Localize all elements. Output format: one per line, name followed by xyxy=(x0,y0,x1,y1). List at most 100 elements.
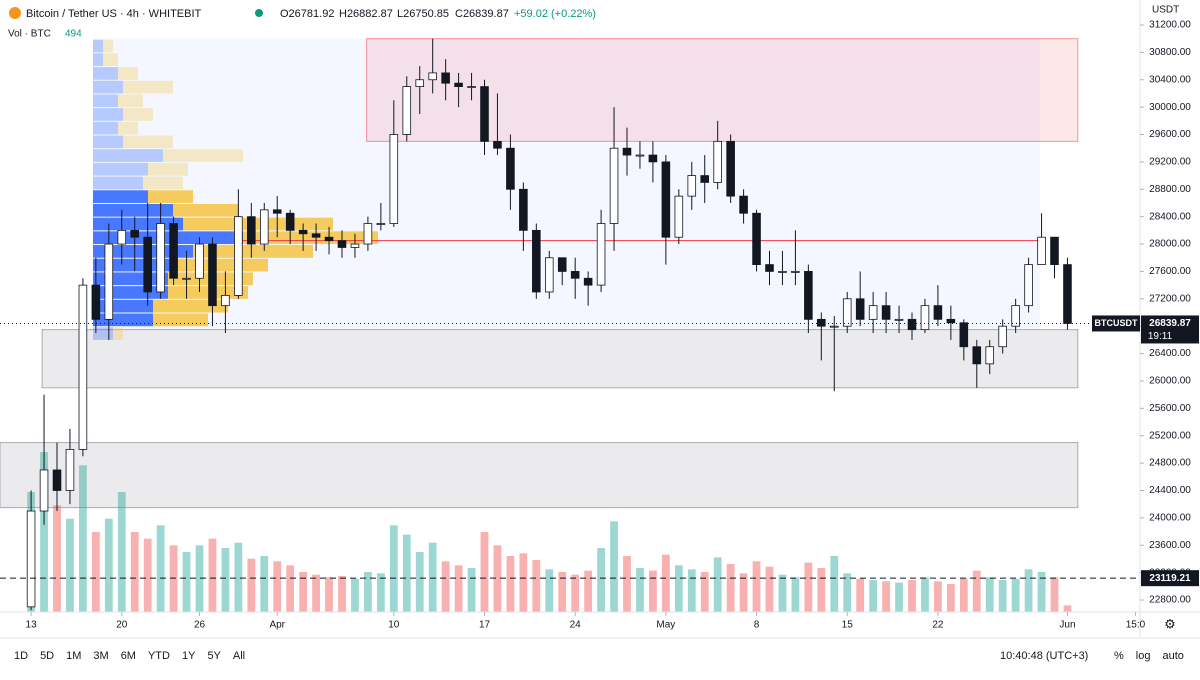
candle-body xyxy=(208,243,217,307)
candle-body xyxy=(920,305,930,331)
candle-body xyxy=(182,277,191,280)
volume-bar xyxy=(739,573,748,612)
candle-body xyxy=(791,271,800,273)
plot-area xyxy=(0,38,1140,612)
profile-sell xyxy=(118,67,138,80)
candle-body xyxy=(635,154,645,157)
x-tick-label: 10 xyxy=(388,620,400,631)
zone xyxy=(0,442,1079,509)
candle-body xyxy=(480,86,489,142)
currency[interactable]: USDT xyxy=(1152,5,1179,16)
volume-bar xyxy=(91,532,100,612)
candle-body xyxy=(285,212,295,231)
range-button[interactable]: All xyxy=(233,650,245,662)
candle-body xyxy=(26,510,36,608)
volume-bar xyxy=(545,569,554,612)
zone xyxy=(366,38,1079,142)
range-button[interactable]: 5D xyxy=(40,650,54,662)
profile-sell xyxy=(153,299,228,313)
candle-body xyxy=(506,147,515,190)
candle-body xyxy=(829,325,839,328)
candle-body xyxy=(700,175,710,183)
volume-bar xyxy=(895,582,903,612)
volume-bar xyxy=(415,552,424,612)
candle-body xyxy=(609,147,619,224)
volume-bar xyxy=(467,568,476,612)
scale-option[interactable]: % xyxy=(1114,650,1124,662)
volume-bar xyxy=(376,573,385,612)
profile-buy xyxy=(93,162,148,176)
candle-body xyxy=(156,223,165,293)
volume-bar xyxy=(856,578,865,612)
profile-buy xyxy=(93,299,153,313)
volume-bar xyxy=(674,565,683,612)
volume-bar xyxy=(156,525,165,612)
settings-icon[interactable]: ⚙ xyxy=(1164,616,1176,631)
volume-bar xyxy=(830,556,839,612)
y-tick-label: 28400.00 xyxy=(1149,211,1191,222)
candle-body xyxy=(557,257,567,272)
profile-buy xyxy=(93,203,173,217)
profile-sell xyxy=(193,245,313,258)
candle-body xyxy=(272,209,282,214)
profile-sell xyxy=(123,80,173,94)
profile-sell xyxy=(178,258,268,272)
volume-bar xyxy=(117,492,126,612)
candle-body xyxy=(467,86,476,88)
range-button[interactable]: 5Y xyxy=(207,650,221,662)
candle-body xyxy=(415,79,425,87)
profile-sell xyxy=(148,190,193,203)
range-button[interactable]: 1D xyxy=(14,650,28,662)
symbol-label: BTCUSDT xyxy=(1095,318,1138,328)
profile-buy xyxy=(93,108,123,121)
x-tick-label: Apr xyxy=(269,620,285,631)
profile-sell xyxy=(113,327,123,340)
range-button[interactable]: YTD xyxy=(148,650,170,662)
volume-bar xyxy=(389,525,398,612)
volume-bar xyxy=(765,566,774,612)
volume-bar xyxy=(53,505,61,612)
volume-bar xyxy=(519,553,528,612)
y-tick-label: 23600.00 xyxy=(1149,540,1191,551)
profile-sell xyxy=(123,108,153,121)
candle-body xyxy=(1011,305,1020,327)
range-button[interactable]: 6M xyxy=(121,650,136,662)
volume-bar xyxy=(130,532,139,612)
candle-body xyxy=(661,161,671,238)
profile-sell xyxy=(118,121,138,135)
volume-bar xyxy=(921,577,929,612)
candle-body xyxy=(1050,236,1059,265)
volume-bar xyxy=(1050,577,1059,612)
volume-bar xyxy=(959,578,968,612)
x-tick-label: 20 xyxy=(116,620,128,631)
x-tick-label: 13 xyxy=(26,620,38,631)
scale-option[interactable]: auto xyxy=(1162,650,1183,662)
y-tick-label: 30000.00 xyxy=(1149,102,1191,113)
range-button[interactable]: 1M xyxy=(66,650,81,662)
volume-bar xyxy=(661,554,670,612)
volume-bar xyxy=(623,556,631,612)
x-tick-label: 17 xyxy=(479,620,491,631)
volume-bar xyxy=(998,580,1007,612)
x-tick-label: 15 xyxy=(842,620,854,631)
range-button[interactable]: 3M xyxy=(93,650,108,662)
scale-option[interactable]: log xyxy=(1136,650,1151,662)
candle-body xyxy=(247,216,256,245)
profile-sell xyxy=(103,53,118,67)
candle-body xyxy=(596,223,606,286)
volume-bar xyxy=(182,552,191,612)
range-button[interactable]: 1Y xyxy=(182,650,196,662)
volume-bar xyxy=(636,568,644,612)
candle-body xyxy=(39,469,49,512)
candle-body xyxy=(842,298,852,327)
volume-bar xyxy=(584,570,593,612)
candle-body xyxy=(519,188,528,231)
profile-buy xyxy=(93,135,123,149)
candle-body xyxy=(674,195,684,238)
volume-bar xyxy=(506,556,515,612)
candle-body xyxy=(868,305,878,320)
candle-body xyxy=(998,325,1007,348)
candle-body xyxy=(337,240,347,248)
profile-buy xyxy=(93,39,103,53)
